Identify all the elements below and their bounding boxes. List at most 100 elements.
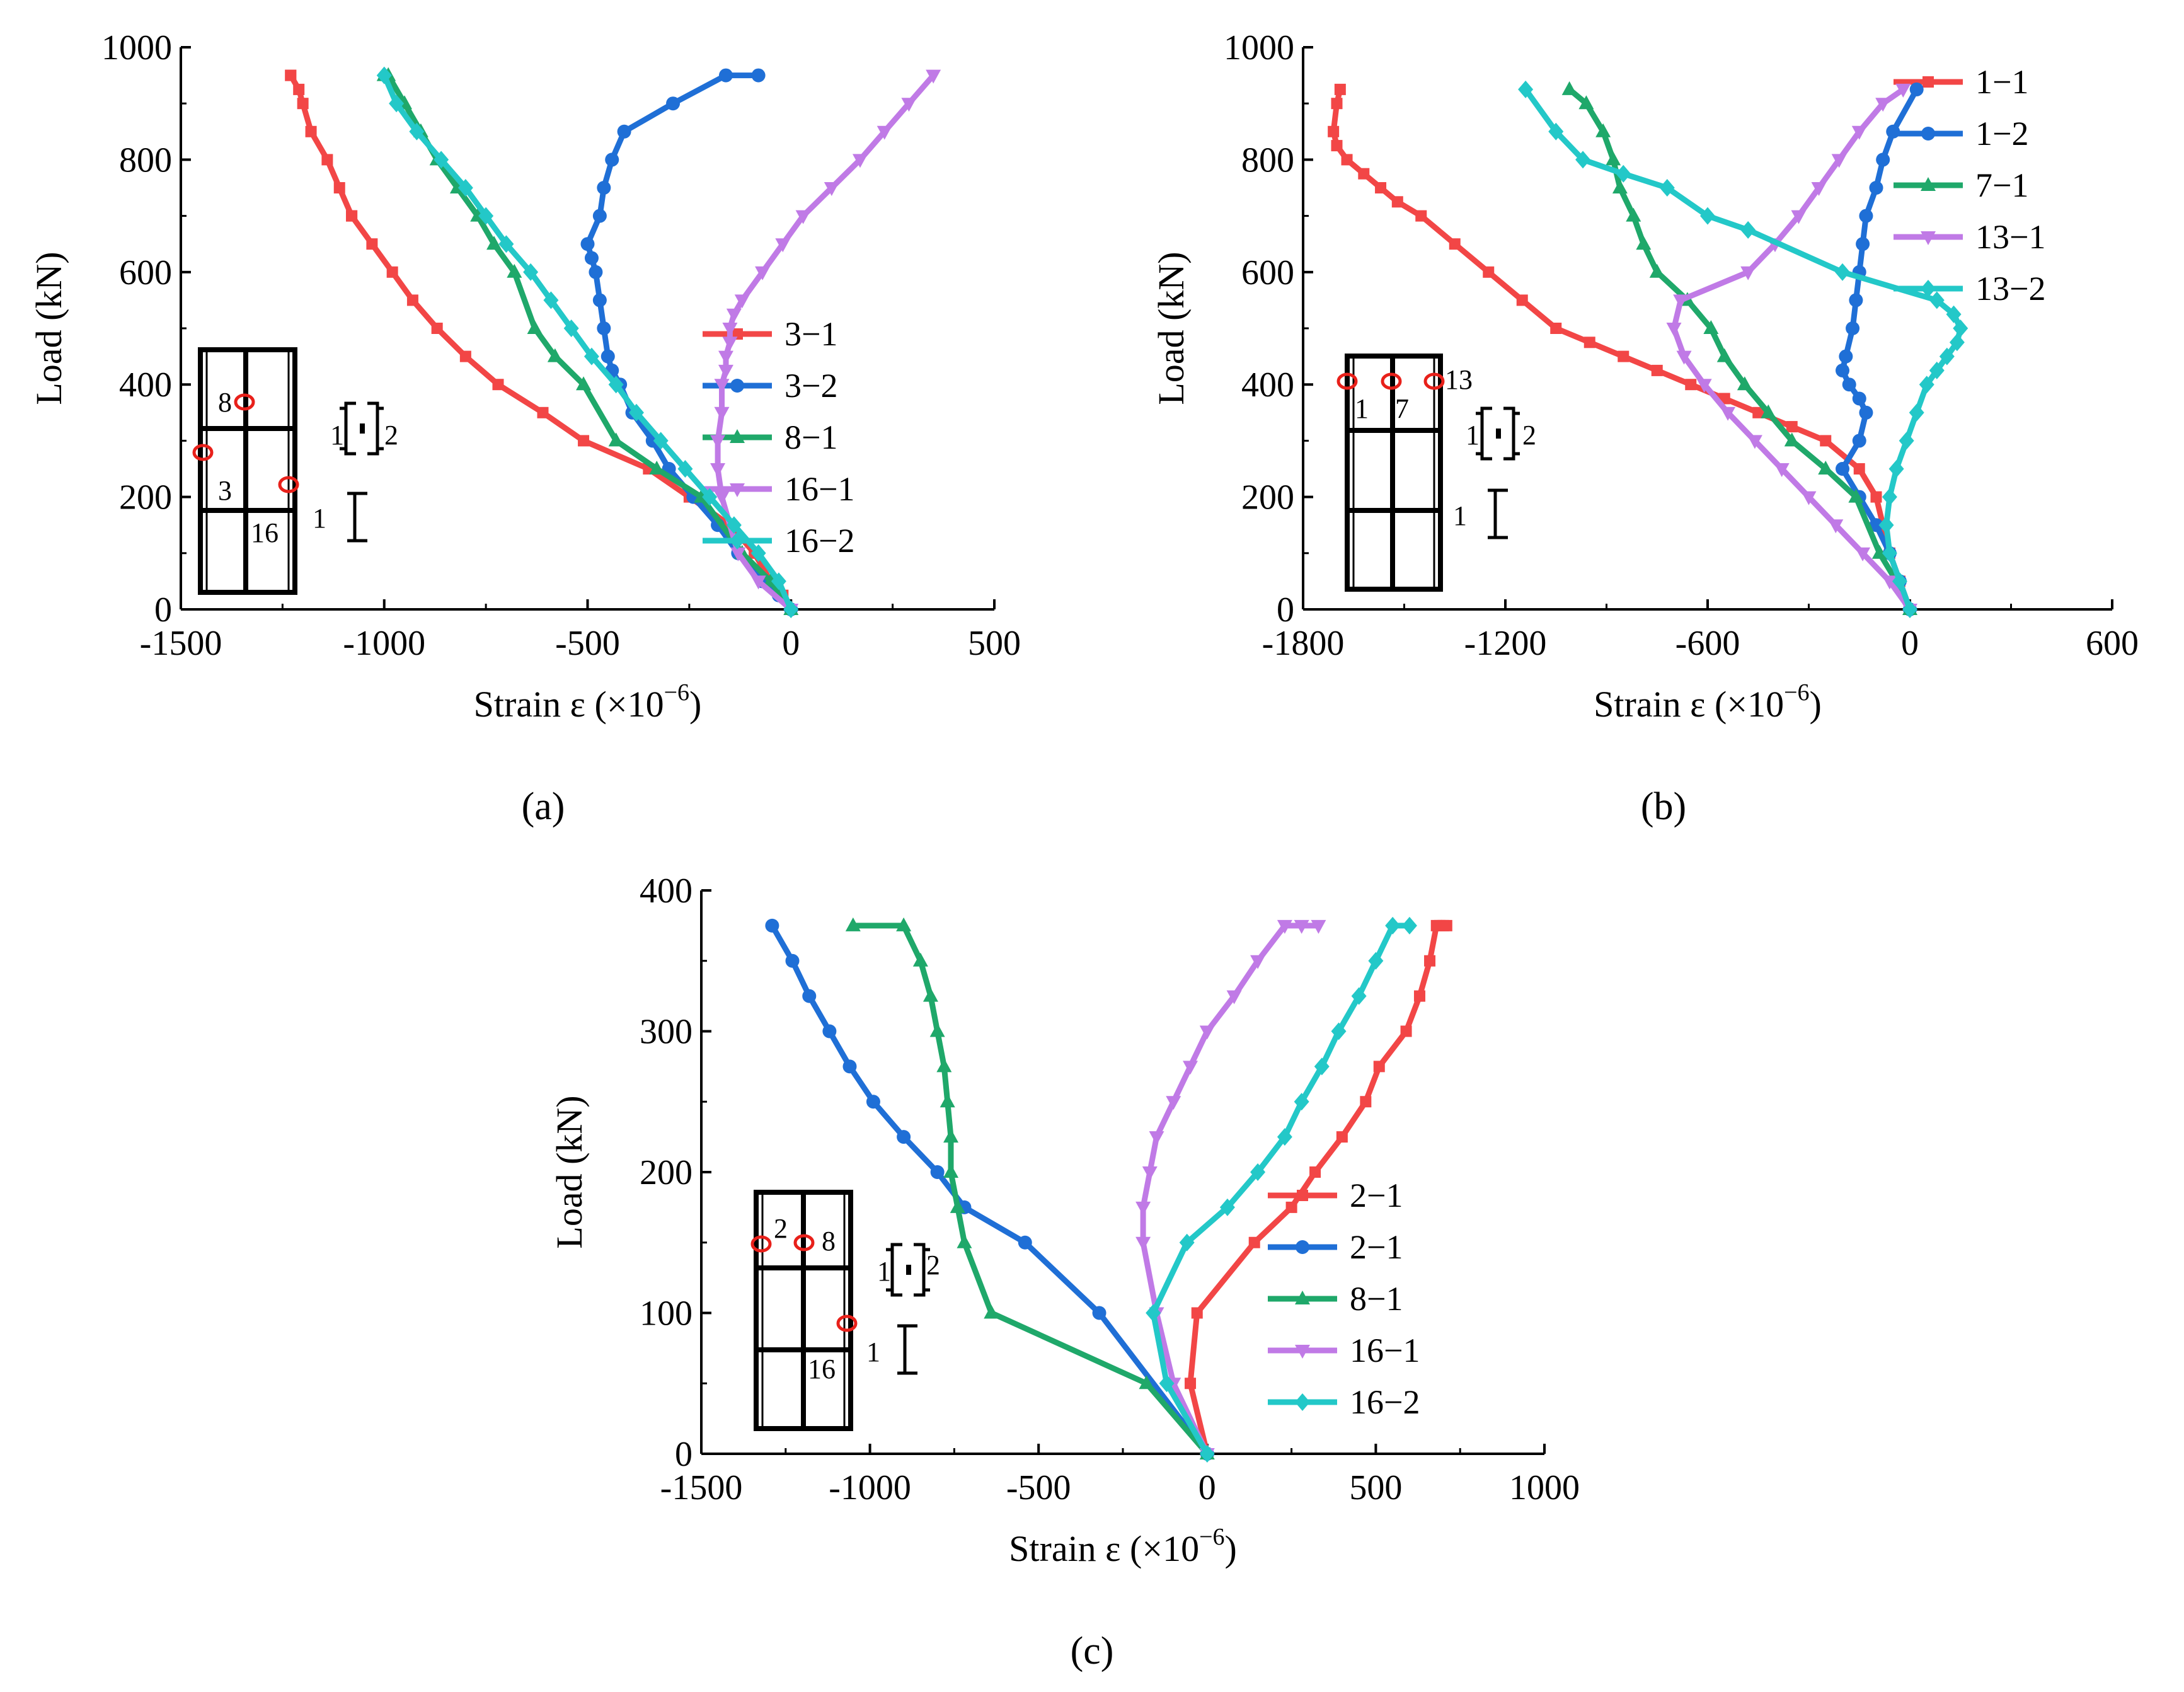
data-point xyxy=(1331,1022,1347,1040)
data-point xyxy=(1849,293,1863,308)
data-point xyxy=(1919,376,1934,394)
legend-label: 1−1 xyxy=(1975,63,2028,101)
data-point xyxy=(1842,377,1856,392)
column-section-diagram xyxy=(754,1190,853,1431)
data-point xyxy=(1737,376,1752,391)
gauge-position-glyph xyxy=(886,1243,930,1297)
data-point xyxy=(608,432,624,447)
data-point xyxy=(666,96,681,111)
data-point xyxy=(677,460,693,478)
y-tick-label: 800 xyxy=(119,141,172,180)
legend-marker xyxy=(1922,76,1934,88)
data-point xyxy=(576,376,592,391)
data-point xyxy=(507,263,522,278)
inset-label: 16 xyxy=(808,1354,836,1384)
x-tick-label: 0 xyxy=(782,624,800,663)
series-line xyxy=(585,72,794,613)
legend-label: 16−1 xyxy=(1350,1332,1420,1369)
data-point xyxy=(1149,1131,1164,1146)
legend-label: 16−1 xyxy=(785,470,854,508)
data-point xyxy=(457,179,473,197)
data-point xyxy=(1616,164,1631,183)
series-line xyxy=(1839,86,1920,613)
legend-label: 2−1 xyxy=(1350,1177,1403,1214)
series-line xyxy=(1566,86,1913,613)
legend-marker xyxy=(1295,1393,1310,1411)
panel-c-inset-diagram: 2 8 16 1 2 1 xyxy=(750,1190,940,1431)
data-point xyxy=(589,265,603,279)
data-point xyxy=(1331,140,1343,152)
data-point xyxy=(710,435,726,449)
data-point xyxy=(1869,518,1883,532)
inset-label: 7 xyxy=(1395,393,1409,424)
data-point xyxy=(943,1164,959,1178)
data-point xyxy=(1191,1307,1203,1319)
data-point xyxy=(1135,1236,1151,1251)
data-point xyxy=(1949,333,1965,352)
data-point xyxy=(1516,294,1528,306)
data-point xyxy=(1400,1025,1412,1037)
data-point xyxy=(1518,80,1534,98)
data-point xyxy=(1888,460,1904,478)
data-point xyxy=(1784,432,1800,447)
data-point xyxy=(751,68,766,83)
data-point xyxy=(1929,291,1945,309)
data-point xyxy=(523,263,539,281)
data-point xyxy=(775,238,791,253)
channel-section-glyph xyxy=(1488,488,1508,539)
legend-marker xyxy=(1295,1291,1310,1304)
data-point xyxy=(1836,462,1849,476)
data-point xyxy=(1250,1163,1266,1181)
x-tick-label: 500 xyxy=(1349,1468,1402,1507)
gauge-location-marker xyxy=(836,1315,858,1332)
data-point xyxy=(1720,406,1736,421)
data-point xyxy=(346,210,358,222)
data-point xyxy=(1703,320,1719,334)
data-point xyxy=(1277,919,1292,934)
inset-label: 1 xyxy=(866,1337,880,1367)
data-point xyxy=(1166,1096,1181,1110)
data-point xyxy=(1341,154,1353,166)
data-point xyxy=(1424,955,1436,967)
data-point xyxy=(1895,83,1911,98)
data-point xyxy=(1740,266,1756,280)
data-point xyxy=(1179,1233,1195,1252)
data-point xyxy=(734,294,750,309)
inset-label: 13 xyxy=(1445,364,1473,395)
data-point xyxy=(1869,181,1883,195)
data-point xyxy=(984,1304,999,1319)
data-point xyxy=(822,1024,837,1039)
data-point xyxy=(1612,180,1628,193)
x-tick-label: -1500 xyxy=(660,1468,743,1507)
data-point xyxy=(1250,955,1266,969)
x-axis-title: Strain ε (×10−6) xyxy=(474,679,702,725)
inset-label: 2 xyxy=(1522,420,1536,451)
data-point xyxy=(722,337,738,351)
panel-b-label: (b) xyxy=(1641,785,1686,828)
data-point xyxy=(1859,209,1873,223)
data-point xyxy=(845,917,861,931)
data-point xyxy=(1248,1236,1260,1248)
x-tick-label: 0 xyxy=(1901,624,1919,663)
data-point xyxy=(1401,916,1417,935)
y-tick-label: 400 xyxy=(640,872,693,911)
data-point xyxy=(1183,1061,1198,1075)
data-point xyxy=(592,293,607,308)
data-point xyxy=(1740,221,1756,239)
data-point xyxy=(434,151,449,169)
data-point xyxy=(824,182,839,196)
legend-label: 16−2 xyxy=(1350,1383,1420,1421)
data-point xyxy=(1328,125,1340,137)
data-point xyxy=(876,125,892,140)
data-point xyxy=(459,350,471,362)
data-point xyxy=(1846,321,1860,335)
y-tick-label: 200 xyxy=(119,478,172,517)
data-point xyxy=(1226,990,1242,1004)
y-axis-title: Load (kN) xyxy=(1151,251,1192,405)
series-line xyxy=(381,72,794,613)
data-point xyxy=(1831,154,1847,168)
x-tick-label: -1200 xyxy=(1464,624,1547,663)
x-tick-label: -1500 xyxy=(140,624,222,663)
data-point xyxy=(597,181,611,195)
data-point xyxy=(1373,1061,1385,1073)
